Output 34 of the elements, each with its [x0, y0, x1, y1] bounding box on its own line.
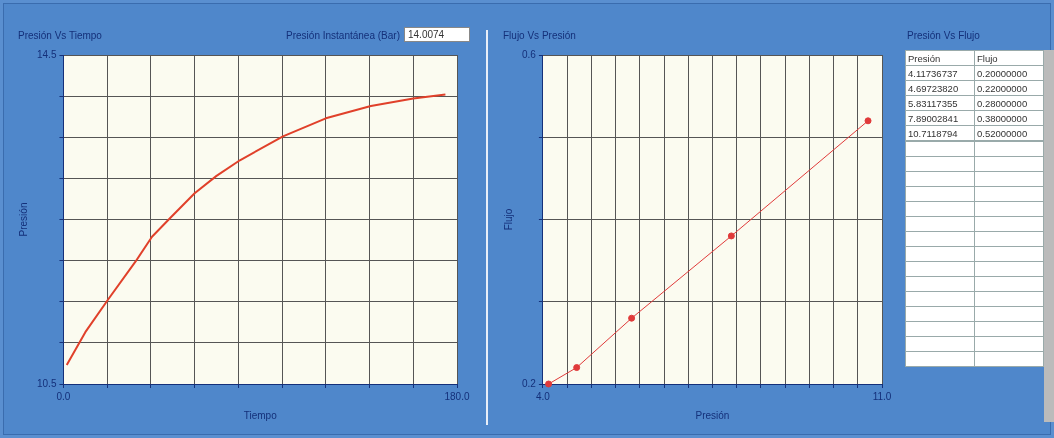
text: Presión Vs Flujo — [907, 30, 980, 41]
y-tick-label: 0.2 — [522, 377, 537, 389]
text: 0.20000000 — [974, 65, 1044, 81]
text: 4.11736737 — [905, 65, 975, 81]
text: Flujo — [974, 50, 1044, 66]
text: 14.0074 — [404, 27, 470, 42]
text: 0.22000000 — [974, 80, 1044, 96]
x-axis-title: Presión — [695, 409, 730, 421]
text: Presión Instantánea (Bar) — [286, 30, 400, 41]
x-tick-label: 4.0 — [535, 390, 551, 402]
y-axis-title: Flujo — [502, 208, 514, 231]
point — [545, 380, 553, 388]
text: 0.28000000 — [974, 95, 1044, 111]
point — [573, 364, 581, 372]
point — [727, 232, 735, 240]
text: 7.89002841 — [905, 110, 975, 126]
y-axis-title: Presión — [17, 202, 29, 237]
point — [864, 117, 872, 125]
text: 0.38000000 — [974, 110, 1044, 126]
y-tick-label: 0.6 — [522, 48, 537, 60]
y-tick-label: 10.5 — [36, 377, 57, 389]
point — [628, 314, 636, 322]
text: Presión — [905, 50, 975, 66]
x-axis-title: Tiempo — [243, 409, 278, 421]
chart-title: Presión Vs Tiempo — [18, 30, 102, 41]
text: 4.69723820 — [905, 80, 975, 96]
chart-title: Flujo Vs Presión — [503, 30, 576, 41]
x-tick-label: 180.0 — [444, 390, 470, 402]
y-tick-label: 14.5 — [36, 48, 57, 60]
x-tick-label: 11.0 — [872, 390, 892, 402]
x-tick-label: 0.0 — [56, 390, 71, 402]
text: 10.7118794 — [905, 125, 975, 141]
text: 0.52000000 — [974, 125, 1044, 141]
text: 5.83117355 — [905, 95, 975, 111]
